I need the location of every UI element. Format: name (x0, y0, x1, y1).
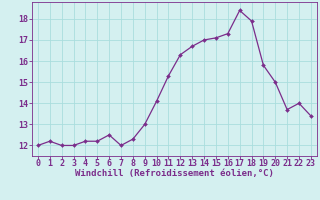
X-axis label: Windchill (Refroidissement éolien,°C): Windchill (Refroidissement éolien,°C) (75, 169, 274, 178)
